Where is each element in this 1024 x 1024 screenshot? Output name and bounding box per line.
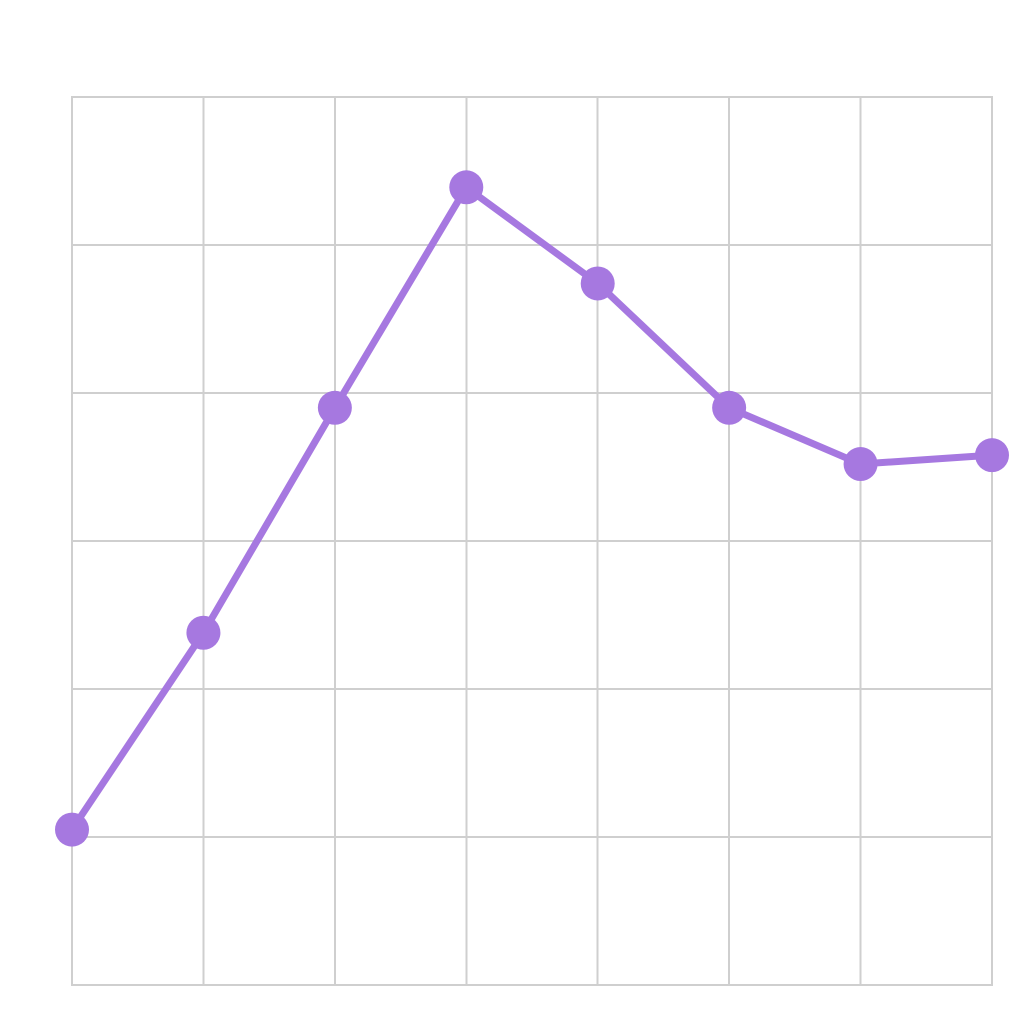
data-point <box>55 812 89 847</box>
data-point <box>449 170 484 205</box>
data-point <box>712 390 747 425</box>
series-line <box>68 183 996 834</box>
data-point <box>843 447 878 482</box>
data-point <box>580 266 615 301</box>
data-point <box>317 390 352 425</box>
data-point <box>186 615 221 650</box>
plot-area-border <box>71 96 993 986</box>
series-layer <box>55 170 1009 847</box>
grid <box>71 96 993 986</box>
data-point <box>975 438 1009 473</box>
